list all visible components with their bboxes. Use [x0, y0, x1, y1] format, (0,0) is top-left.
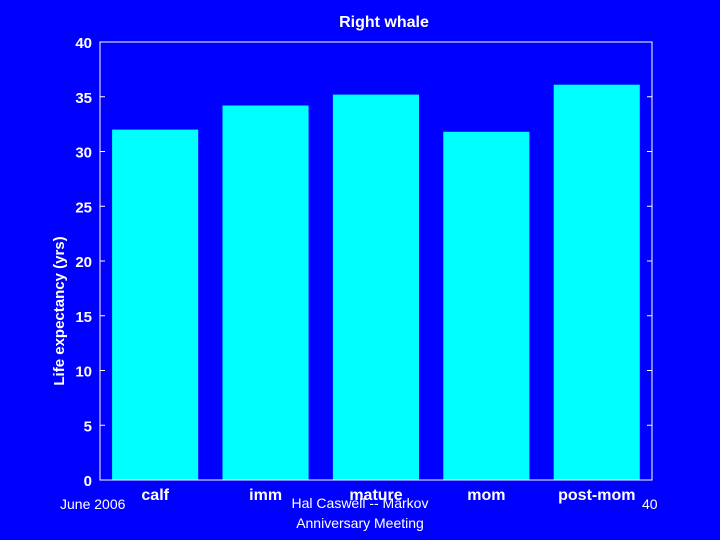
y-tick-label-20: 20	[75, 254, 92, 271]
y-tick-label-0: 0	[84, 473, 92, 490]
page-number: 40	[642, 496, 658, 512]
y-tick-label-25: 25	[75, 199, 92, 216]
footer-presenter-line-2: Anniversary Meeting	[296, 515, 424, 531]
y-tick-label-10: 10	[75, 364, 92, 381]
chart-title: Right whale	[339, 14, 429, 31]
x-tick-label-post-mom: post-mom	[558, 487, 635, 504]
y-tick-label-30: 30	[75, 145, 92, 162]
x-tick-label-mature: mature	[349, 487, 402, 504]
x-tick-label-imm: imm	[249, 487, 282, 504]
bar-imm	[222, 105, 309, 480]
footer-date: June 2006	[60, 496, 126, 512]
y-tick-label-40: 40	[75, 35, 92, 52]
bar-calf	[112, 129, 199, 480]
footer-presenter-line-1: Hal Caswell -- Markov	[291, 495, 429, 511]
y-tick-label-35: 35	[75, 90, 92, 107]
footer-presenter: Hal Caswell -- Markov Anniversary Meetin…	[250, 493, 470, 533]
y-tick-label-5: 5	[84, 418, 92, 435]
bar-mom	[443, 131, 530, 481]
bar-mature	[332, 94, 419, 480]
x-tick-label-calf: calf	[141, 487, 169, 504]
bar-post-mom	[553, 84, 640, 480]
x-tick-label-mom: mom	[467, 487, 505, 504]
y-axis-label: Life expectancy (yrs)	[51, 236, 68, 385]
y-tick-label-15: 15	[75, 309, 92, 326]
